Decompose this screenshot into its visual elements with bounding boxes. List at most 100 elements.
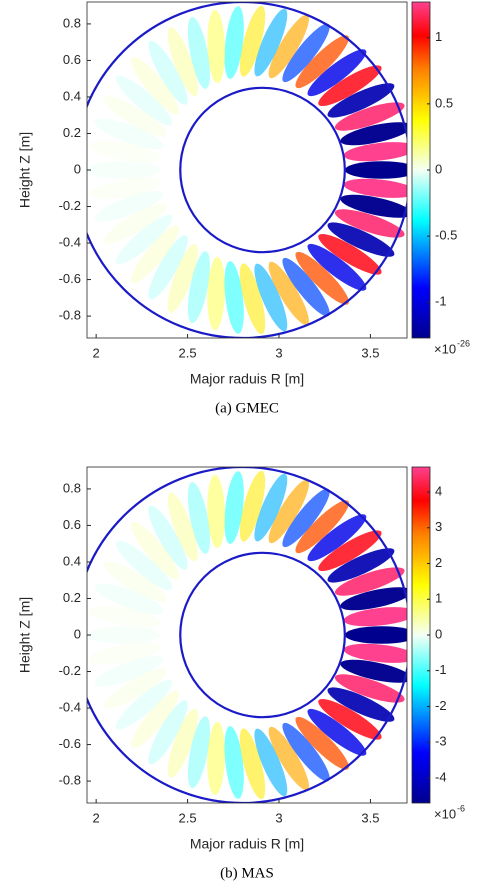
mode-blob	[318, 233, 382, 275]
mode-blob	[282, 722, 330, 782]
mode-blob	[187, 716, 210, 789]
colorbar-tick-label: 0	[435, 626, 442, 641]
mode-blob	[167, 708, 198, 778]
colorbar-tick-label: -4	[435, 769, 447, 784]
colorbar-tick-label: 3	[435, 519, 442, 534]
mode-blob	[187, 16, 210, 89]
mode-blob	[94, 118, 164, 149]
mode-blob	[318, 65, 382, 107]
mode-blob	[94, 656, 164, 687]
y-tick-label: -0.2	[59, 198, 81, 213]
mode-blob	[94, 191, 164, 222]
x-tick-label: 3.5	[361, 810, 379, 825]
mode-blob	[224, 261, 244, 334]
mode-blob	[239, 728, 266, 800]
x-tick-label: 2.5	[179, 345, 197, 360]
mode-blob	[282, 488, 330, 548]
mode-blob	[344, 161, 407, 179]
x-axis-label: Major raduis R [m]	[190, 371, 304, 387]
y-tick-label: 0.2	[63, 590, 81, 605]
caption: (b) MAS	[220, 865, 274, 881]
colorbar-tick-label: -3	[435, 734, 447, 749]
mode-blob	[115, 75, 173, 126]
mode-blob	[344, 626, 407, 644]
x-tick-label: 2.5	[179, 810, 197, 825]
mode-blob	[318, 698, 382, 740]
mode-blob	[224, 6, 244, 79]
x-tick-label: 3.5	[361, 345, 379, 360]
mode-blob	[282, 23, 330, 83]
mode-blob	[334, 567, 405, 596]
mode-blob	[282, 257, 330, 317]
mode-blob	[307, 708, 367, 756]
mode-blob	[318, 530, 382, 572]
mode-blob	[295, 251, 349, 305]
y-tick-label: -0.2	[59, 663, 81, 678]
mode-blob	[327, 222, 395, 257]
mode-blob	[94, 583, 164, 614]
mode-blob	[115, 214, 173, 265]
mode-blob	[268, 479, 309, 544]
mode-blob	[87, 161, 161, 179]
mode-blob	[148, 40, 188, 105]
mode-blob	[87, 626, 161, 644]
y-tick-label: 0.4	[63, 88, 81, 103]
mode-blob	[340, 194, 407, 218]
plot-area	[87, 2, 407, 338]
mode-blob	[307, 243, 367, 291]
mode-blob	[88, 177, 161, 200]
mode-blob	[268, 261, 309, 326]
mode-blob	[207, 256, 226, 331]
x-tick-label: 2	[93, 810, 100, 825]
mode-blob	[343, 142, 407, 162]
colorbar-tick-label: -2	[435, 698, 447, 713]
y-tick-label: 0.6	[63, 517, 81, 532]
mode-blob	[115, 540, 173, 591]
x-axis-label: Major raduis R [m]	[190, 836, 304, 852]
mode-blob	[224, 726, 244, 799]
colorbar-tick-label: 0	[435, 161, 442, 176]
mode-blob	[207, 474, 226, 549]
y-tick-label: -0.6	[59, 271, 81, 286]
mode-blob	[224, 471, 244, 544]
mode-blob	[307, 514, 367, 562]
y-tick-label: -0.4	[59, 699, 81, 714]
mode-blob	[334, 209, 405, 238]
y-axis-label: Height Z [m]	[17, 597, 33, 673]
boundary	[179, 551, 346, 719]
mode-blob	[327, 687, 395, 722]
mode-blob	[340, 659, 407, 683]
mode-blob	[103, 203, 167, 244]
y-tick-label: 0.2	[63, 125, 81, 140]
mode-blob	[268, 726, 309, 791]
mode-blob	[130, 225, 180, 284]
mode-blob	[115, 679, 173, 730]
mode-blob	[343, 178, 407, 198]
colorbar-tick-label: 2	[435, 555, 442, 570]
mode-blob	[307, 49, 367, 97]
mode-blob	[343, 607, 407, 627]
y-tick-label: -0.8	[59, 773, 81, 788]
y-tick-label: 0.8	[63, 480, 81, 495]
mode-blob	[88, 605, 161, 628]
mode-blob	[254, 8, 288, 77]
mode-blob	[239, 470, 266, 542]
colorbar-exponent: -26	[457, 338, 470, 348]
colorbar-tick-label: 1	[435, 591, 442, 606]
mode-blob	[334, 102, 405, 131]
mode-blob	[207, 9, 226, 84]
mode-blob	[148, 235, 188, 300]
mode-blob	[167, 243, 198, 313]
mode-blob	[295, 35, 349, 89]
y-tick-label: -0.6	[59, 736, 81, 751]
mode-blob	[167, 492, 198, 562]
colorbar-multiplier: ×10	[434, 806, 456, 821]
mode-blob	[340, 587, 407, 611]
colorbar-tick-label: -0.5	[435, 228, 457, 243]
mode-blob	[334, 674, 405, 703]
mode-blob	[130, 521, 180, 580]
mode-blob	[295, 716, 349, 770]
colorbar-tick-label: -1	[435, 662, 447, 677]
colorbar-multiplier: ×10	[434, 341, 456, 356]
